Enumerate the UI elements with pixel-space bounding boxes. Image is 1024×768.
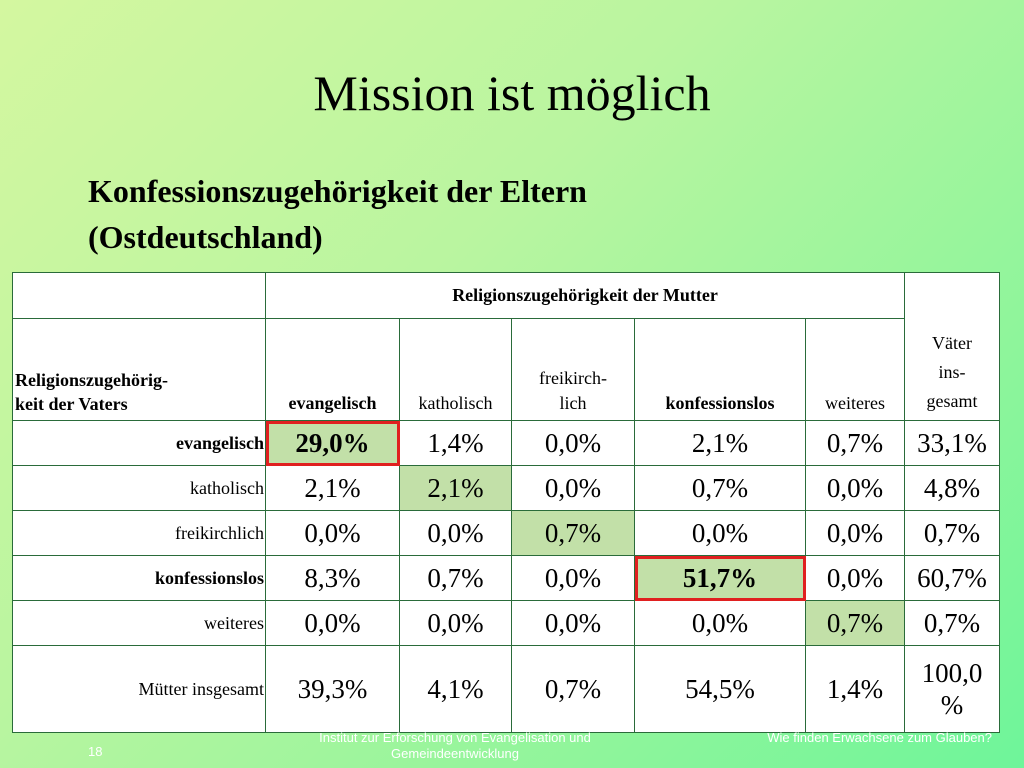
table-row: katholisch 2,1% 2,1% 0,0% 0,7% 0,0% 4,8% bbox=[12, 465, 1000, 511]
column-header-katholisch: katholisch bbox=[399, 318, 512, 421]
cell-value: 1,4% bbox=[805, 645, 905, 733]
mother-header: Religionszugehörigkeit der Mutter bbox=[265, 272, 905, 319]
cell-value: 4,1% bbox=[399, 645, 512, 733]
row-label-evangelisch: evangelisch bbox=[12, 420, 266, 466]
cell-value: 0,0% bbox=[265, 600, 400, 646]
table-row: evangelisch 29,0% 1,4% 0,0% 2,1% 0,7% 33… bbox=[12, 420, 1000, 466]
slide-subtitle: Konfessionszugehörigkeit der Eltern (Ost… bbox=[88, 168, 788, 260]
row-label-freikirchlich: freikirchlich bbox=[12, 510, 266, 556]
row-total: 60,7% bbox=[904, 555, 1000, 601]
table-row: konfessionslos 8,3% 0,7% 0,0% 51,7% 0,0%… bbox=[12, 555, 1000, 601]
father-header: Religionszugehörig- keit der Vaters bbox=[12, 318, 266, 421]
father-header-line-2: keit der Vaters bbox=[15, 394, 128, 414]
column-header-evangelisch: evangelisch bbox=[265, 318, 400, 421]
column-header-weiteres: weiteres bbox=[805, 318, 905, 421]
cell-value: 2,1% bbox=[634, 420, 806, 466]
slide-title: Mission ist möglich bbox=[313, 65, 711, 121]
row-label-weiteres: weiteres bbox=[12, 600, 266, 646]
cell-value: 0,7% bbox=[634, 465, 806, 511]
cell-value: 0,0% bbox=[511, 555, 635, 601]
subtitle-line-2: (Ostdeutschland) bbox=[88, 219, 323, 255]
cell-value: 0,0% bbox=[634, 510, 806, 556]
total-row: Mütter insgesamt 39,3% 4,1% 0,7% 54,5% 1… bbox=[12, 645, 1000, 733]
table-row: weiteres 0,0% 0,0% 0,0% 0,0% 0,7% 0,7% bbox=[12, 600, 1000, 646]
religion-table: Religionszugehörigkeit der Mutter Väter … bbox=[12, 272, 1000, 733]
footer-institute: Institut zur Erforschung von Evangelisat… bbox=[319, 730, 591, 761]
cell-value: 0,0% bbox=[265, 510, 400, 556]
cell-value: 0,7% bbox=[511, 510, 635, 556]
page-number: 18 bbox=[88, 744, 103, 759]
cell-value: 0,0% bbox=[805, 555, 905, 601]
footer-presentation-title: Wie finden Erwachsene zum Glauben? bbox=[767, 730, 992, 745]
row-total: 33,1% bbox=[904, 420, 1000, 466]
row-total: 0,7% bbox=[904, 510, 1000, 556]
cell-value: 0,0% bbox=[399, 600, 512, 646]
cell-value: 8,3% bbox=[265, 555, 400, 601]
father-header-line-1: Religionszugehörig- bbox=[15, 370, 168, 390]
cell-value: 0,0% bbox=[805, 510, 905, 556]
column-header-konfessionslos: konfessionslos bbox=[634, 318, 806, 421]
cell-value: 0,7% bbox=[805, 600, 905, 646]
fathers-total-header-text: Väter ins- gesamt bbox=[926, 333, 978, 411]
cell-value: 0,7% bbox=[399, 555, 512, 601]
cell-value: 2,1% bbox=[265, 465, 400, 511]
row-total: 4,8% bbox=[904, 465, 1000, 511]
column-header-freikirchlich: freikirch- lich bbox=[511, 318, 635, 421]
cell-value: 0,0% bbox=[511, 420, 635, 466]
subtitle-line-1: Konfessionszugehörigkeit der Eltern bbox=[88, 173, 587, 209]
row-total: 0,7% bbox=[904, 600, 1000, 646]
row-label-katholisch: katholisch bbox=[12, 465, 266, 511]
fathers-total-header: Väter ins- gesamt bbox=[904, 272, 1000, 421]
cell-value: 39,3% bbox=[265, 645, 400, 733]
cell-value: 0,0% bbox=[511, 600, 635, 646]
cell-value: 0,0% bbox=[805, 465, 905, 511]
cell-value: 51,7% bbox=[634, 555, 806, 601]
cell-value: 1,4% bbox=[399, 420, 512, 466]
header-row-columns: Religionszugehörig- keit der Vaters evan… bbox=[12, 318, 1000, 421]
header-row-mother: Religionszugehörigkeit der Mutter Väter … bbox=[12, 272, 1000, 421]
cell-value: 2,1% bbox=[399, 465, 512, 511]
cell-value: 0,7% bbox=[805, 420, 905, 466]
cell-value: 0,0% bbox=[634, 600, 806, 646]
row-label-konfessionslos: konfessionslos bbox=[12, 555, 266, 601]
row-label-mothers-total: Mütter insgesamt bbox=[12, 645, 266, 733]
grand-total: 100,0 % bbox=[904, 645, 1000, 733]
cell-value: 29,0% bbox=[265, 420, 400, 466]
cell-value: 0,0% bbox=[511, 465, 635, 511]
cell-value: 0,0% bbox=[399, 510, 512, 556]
empty-corner-cell bbox=[12, 272, 266, 319]
table-row: freikirchlich 0,0% 0,0% 0,7% 0,0% 0,0% 0… bbox=[12, 510, 1000, 556]
cell-value: 0,7% bbox=[511, 645, 635, 733]
cell-value: 54,5% bbox=[634, 645, 806, 733]
